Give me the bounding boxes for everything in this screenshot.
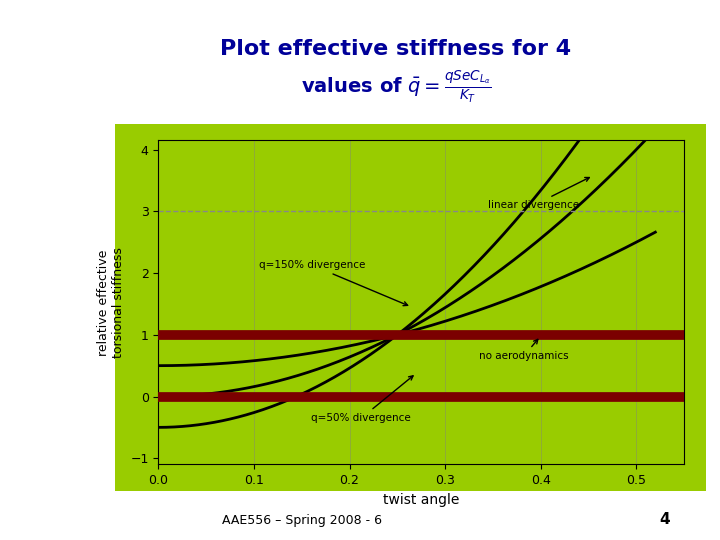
Text: q=150% divergence: q=150% divergence bbox=[258, 260, 408, 306]
Text: AAE556 – Spring 2008 - 6: AAE556 – Spring 2008 - 6 bbox=[222, 514, 382, 527]
Text: linear divergence: linear divergence bbox=[488, 178, 590, 210]
Text: no aerodynamics: no aerodynamics bbox=[479, 339, 568, 361]
X-axis label: twist angle: twist angle bbox=[383, 492, 459, 507]
Text: Plot effective stiffness for 4: Plot effective stiffness for 4 bbox=[220, 38, 572, 59]
Text: 4: 4 bbox=[659, 512, 670, 527]
Text: q=50% divergence: q=50% divergence bbox=[311, 376, 413, 423]
Y-axis label: relative effective
torsional stiffness: relative effective torsional stiffness bbox=[96, 247, 125, 358]
Text: values of $\bar{q} = \frac{qSeC_{L_\alpha}}{K_T}$: values of $\bar{q} = \frac{qSeC_{L_\alph… bbox=[301, 68, 491, 105]
